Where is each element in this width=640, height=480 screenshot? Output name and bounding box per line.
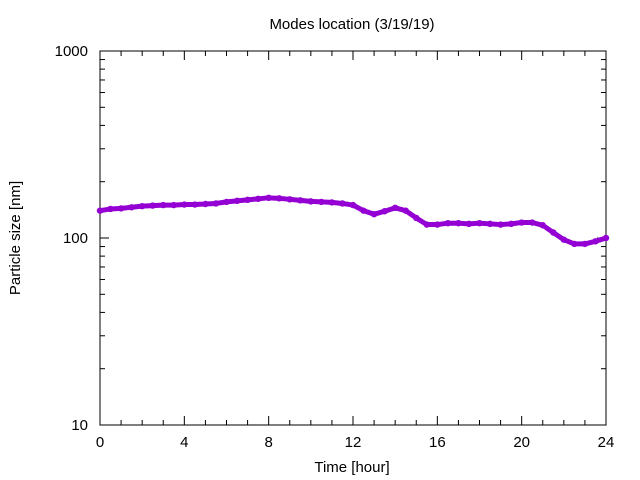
x-tick-label: 8 xyxy=(264,434,272,451)
series-point xyxy=(138,202,146,210)
x-axis-ticks: 0 4 8 12 16 20 24 xyxy=(96,51,615,451)
series-point xyxy=(307,198,315,205)
series-point xyxy=(223,198,230,206)
series-point xyxy=(381,208,388,215)
series-point xyxy=(444,219,452,227)
minor-ticks xyxy=(100,59,606,370)
series-point xyxy=(465,220,473,228)
series-point xyxy=(286,196,293,203)
series-point xyxy=(328,199,336,206)
series-point xyxy=(560,236,568,243)
x-tick-label: 12 xyxy=(345,434,362,451)
series-point xyxy=(160,201,167,209)
x-tick-label: 4 xyxy=(180,434,188,451)
series-point xyxy=(107,205,114,213)
series-point xyxy=(212,200,220,207)
x-tick-label: 24 xyxy=(598,434,615,451)
series-point xyxy=(360,207,367,214)
series-point xyxy=(423,221,430,228)
series-point xyxy=(254,195,262,203)
series-point xyxy=(265,194,272,202)
series-point xyxy=(233,197,241,205)
series-point xyxy=(170,201,177,209)
series-layer xyxy=(96,194,610,248)
series-point xyxy=(349,201,357,209)
series-point xyxy=(117,205,125,212)
series-point xyxy=(486,220,494,228)
chart-title: Modes location (3/19/19) xyxy=(269,16,434,33)
series-point xyxy=(370,211,378,218)
x-tick-label: 16 xyxy=(429,434,446,451)
series-point xyxy=(181,201,188,208)
series-point xyxy=(529,219,536,226)
series-point xyxy=(391,204,399,212)
series-point xyxy=(318,198,325,206)
x-tick-label: 20 xyxy=(513,434,530,451)
y-tick-label: 1000 xyxy=(55,43,88,60)
series-point xyxy=(191,201,199,208)
y-axis-ticks: 10 100 1000 xyxy=(55,43,606,434)
series-point xyxy=(518,219,525,226)
x-axis-label: Time [hour] xyxy=(314,459,389,476)
series-point xyxy=(244,196,251,204)
series-point xyxy=(592,238,599,245)
series-point xyxy=(550,229,557,236)
series-point xyxy=(128,204,135,211)
plot-area-frame xyxy=(99,50,607,426)
series-point xyxy=(434,221,441,228)
series-point xyxy=(602,234,610,242)
series-point xyxy=(581,240,589,248)
series-point xyxy=(202,200,209,208)
series-point xyxy=(497,221,504,228)
y-tick-label: 100 xyxy=(63,230,88,247)
x-tick-label: 0 xyxy=(96,434,104,451)
series-point xyxy=(455,219,462,227)
series-point xyxy=(96,207,104,214)
series-point xyxy=(507,220,515,228)
y-tick-label: 10 xyxy=(71,417,88,434)
series-point xyxy=(149,202,156,209)
y-axis-label: Particle size [nm] xyxy=(7,181,24,295)
series-point xyxy=(413,214,420,222)
series-point xyxy=(339,200,346,207)
series-point xyxy=(539,222,546,229)
series-point xyxy=(276,195,283,202)
series-point xyxy=(571,240,578,248)
series-point xyxy=(476,219,483,227)
series-point xyxy=(297,197,304,204)
series-point xyxy=(402,207,409,214)
